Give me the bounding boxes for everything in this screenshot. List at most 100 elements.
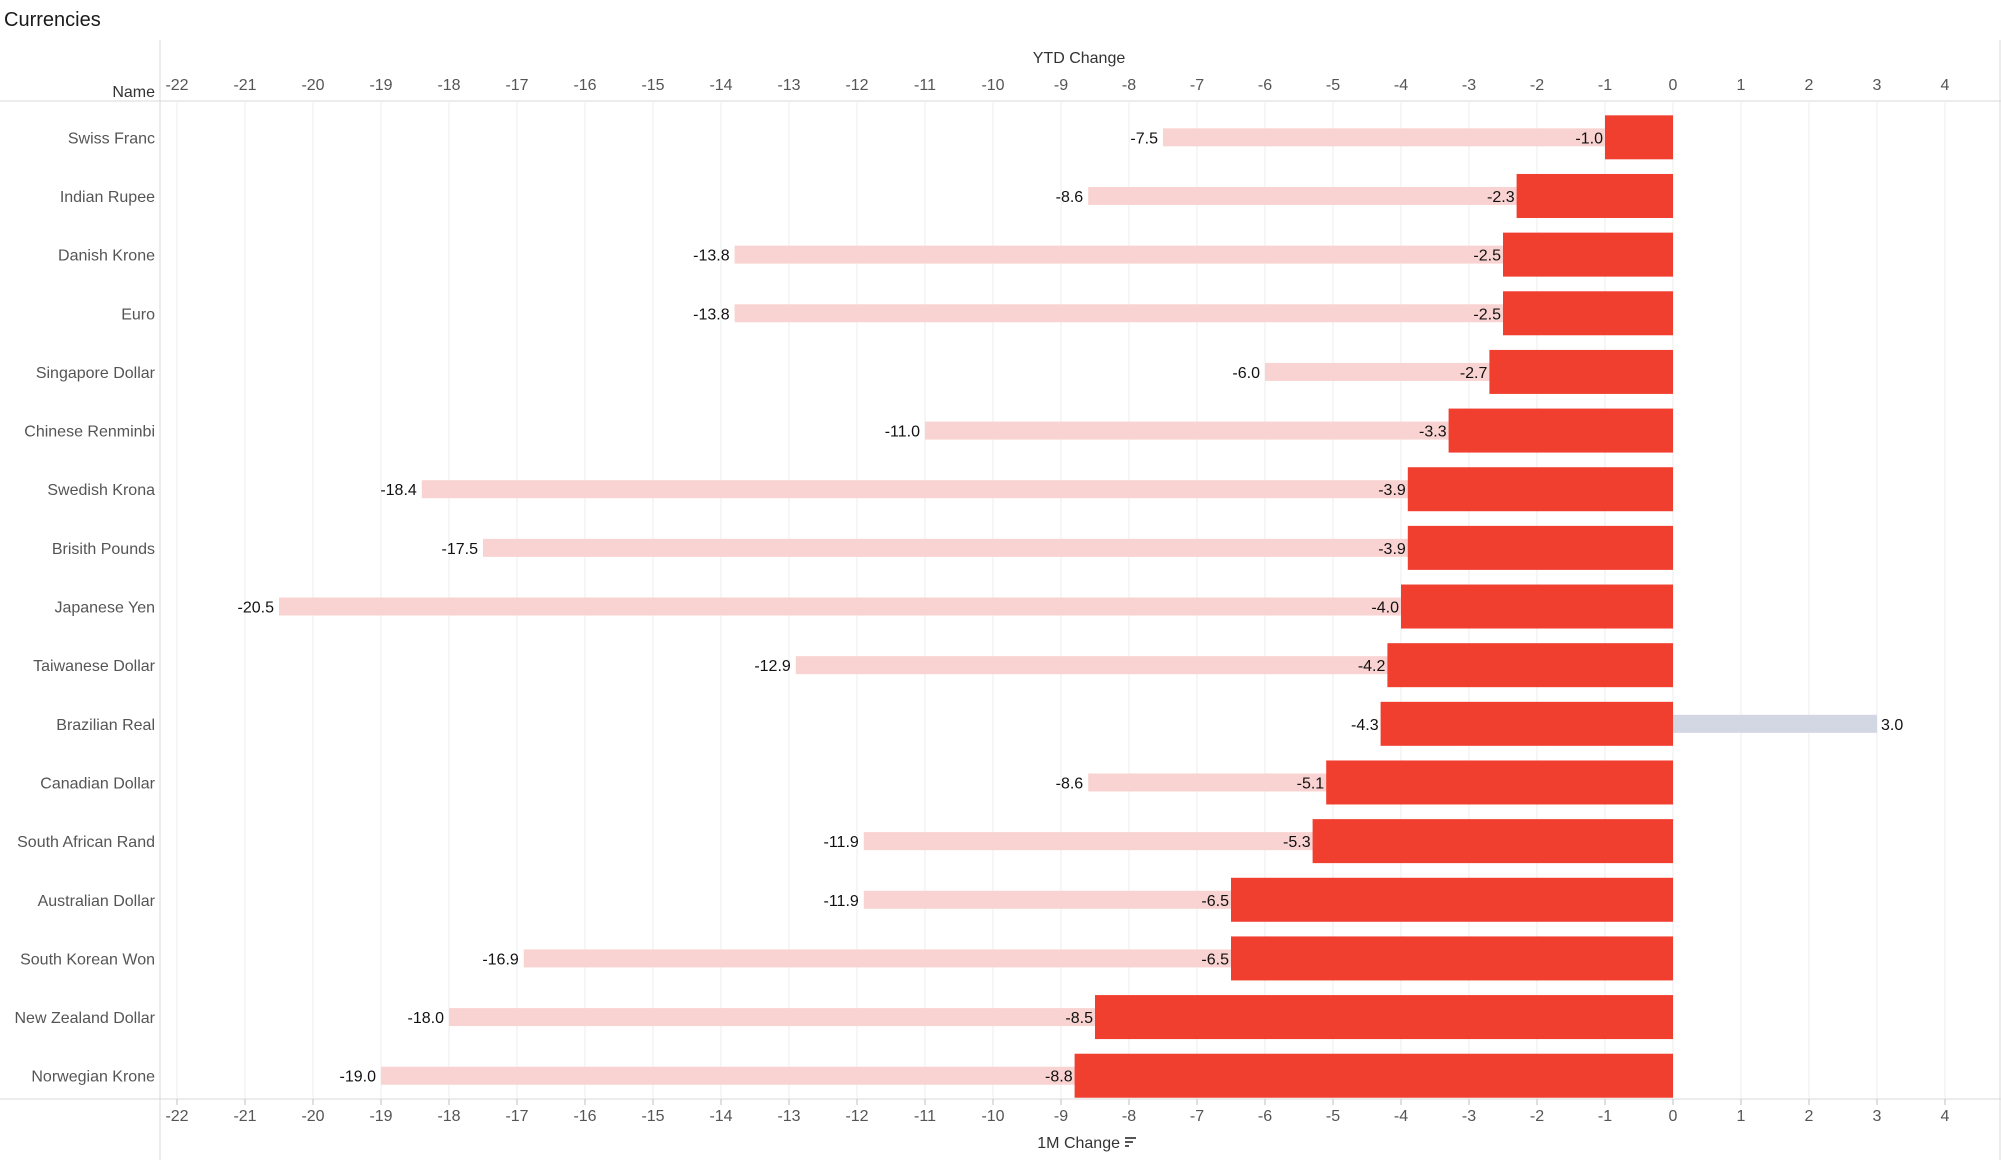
top-tick-label: -1 (1598, 77, 1612, 94)
top-tick-label: 4 (1941, 77, 1950, 94)
one-month-change-bar[interactable] (1312, 819, 1673, 864)
row-header-name[interactable]: Name (112, 84, 155, 101)
top-tick-label: -4 (1394, 77, 1408, 94)
ytd-change-bar[interactable] (734, 245, 1673, 264)
chart-row[interactable]: Indian Rupee -8.6 -2.3 (60, 173, 1673, 218)
one-month-change-bar[interactable] (1231, 877, 1673, 922)
bottom-axis-title-group[interactable]: 1M Change (1037, 1135, 1136, 1152)
bottom-tick-label: -5 (1326, 1108, 1340, 1125)
one-month-change-bar[interactable] (1074, 1053, 1673, 1098)
top-tick-label: -3 (1462, 77, 1476, 94)
bottom-tick-label: -16 (573, 1108, 596, 1125)
chart-row[interactable]: Brazilian Real 3.0 -4.3 (56, 701, 1903, 746)
row-label: New Zealand Dollar (14, 1010, 155, 1027)
one-month-change-bar[interactable] (1231, 936, 1673, 981)
one-month-change-bar[interactable] (1516, 173, 1673, 218)
ytd-change-bar[interactable] (421, 480, 1673, 499)
row-label: Brisith Pounds (52, 541, 155, 558)
ytd-value-label: -17.5 (442, 541, 479, 558)
ytd-change-bar[interactable] (734, 304, 1673, 323)
bottom-axis-title: 1M Change (1037, 1135, 1120, 1152)
bottom-tick-label: -6 (1258, 1108, 1272, 1125)
bottom-tick-label: -7 (1190, 1108, 1204, 1125)
ytd-value-label: -11.0 (885, 424, 920, 441)
row-label: Danish Krone (58, 248, 155, 265)
bottom-tick-label: -9 (1054, 1108, 1068, 1125)
one-month-value-label: -3.9 (1378, 482, 1406, 499)
bottom-tick-label: 4 (1941, 1108, 1950, 1125)
ytd-value-label: -19.0 (340, 1069, 377, 1086)
one-month-change-bar[interactable] (1401, 584, 1673, 629)
ytd-value-label: -12.9 (754, 658, 791, 675)
top-tick-label: 3 (1873, 77, 1882, 94)
one-month-value-label: -2.7 (1460, 365, 1488, 382)
bottom-tick-label: -12 (845, 1108, 868, 1125)
ytd-value-label: -13.8 (693, 306, 730, 323)
one-month-change-bar[interactable] (1387, 643, 1673, 688)
ytd-change-bar[interactable] (1673, 714, 1877, 733)
row-label: South Korean Won (20, 951, 155, 968)
ytd-change-bar[interactable] (279, 597, 1673, 616)
ytd-value-label: -11.9 (824, 834, 859, 851)
bottom-tick-label: -19 (369, 1108, 392, 1125)
row-label: Indian Rupee (60, 189, 155, 206)
bottom-tick-label: 3 (1873, 1108, 1882, 1125)
top-tick-label: -14 (709, 77, 732, 94)
ytd-change-bar[interactable] (1163, 128, 1673, 147)
one-month-change-bar[interactable] (1503, 291, 1673, 336)
chart-row[interactable]: Swiss Franc -7.5 -1.0 (68, 115, 1673, 160)
one-month-value-label: -8.8 (1045, 1069, 1073, 1086)
ytd-value-label: -6.0 (1232, 365, 1260, 382)
chart-row[interactable]: Singapore Dollar -6.0 -2.7 (36, 349, 1673, 394)
top-tick-label: -11 (914, 77, 936, 94)
top-tick-label: 2 (1805, 77, 1814, 94)
chart-row[interactable]: Chinese Renminbi -11.0 -3.3 (24, 408, 1673, 453)
ytd-value-label: -13.8 (693, 248, 730, 265)
one-month-change-bar[interactable] (1407, 467, 1673, 512)
top-tick-label: -20 (301, 77, 324, 94)
ytd-value-label: -8.6 (1056, 775, 1084, 792)
row-label: South African Rand (17, 834, 155, 851)
chart-row[interactable]: Brisith Pounds -17.5 -3.9 (52, 525, 1673, 570)
chart-row[interactable]: Euro -13.8 -2.5 (121, 291, 1673, 336)
one-month-change-bar[interactable] (1380, 701, 1673, 746)
bottom-tick-label: -11 (914, 1108, 936, 1125)
top-tick-label: 1 (1737, 77, 1746, 94)
chart-row[interactable]: New Zealand Dollar -18.0 -8.5 (14, 995, 1673, 1040)
one-month-change-bar[interactable] (1489, 349, 1673, 394)
ytd-value-label: -16.9 (482, 951, 519, 968)
one-month-value-label: -4.2 (1358, 658, 1386, 675)
top-tick-label: -6 (1258, 77, 1272, 94)
bottom-tick-label: -14 (709, 1108, 732, 1125)
one-month-change-bar[interactable] (1326, 760, 1673, 805)
bottom-tick-label: 1 (1737, 1108, 1746, 1125)
chart-row[interactable]: Norwegian Krone -19.0 -8.8 (31, 1053, 1673, 1098)
chart-row[interactable]: Swedish Krona -18.4 -3.9 (47, 467, 1673, 512)
one-month-change-bar[interactable] (1503, 232, 1673, 277)
chart-row[interactable]: South African Rand -11.9 -5.3 (17, 819, 1673, 864)
ytd-value-label: -18.4 (380, 482, 417, 499)
bottom-tick-label: -3 (1462, 1108, 1476, 1125)
top-axis-title[interactable]: YTD Change (1033, 50, 1126, 67)
one-month-change-bar[interactable] (1407, 525, 1673, 570)
sort-descending-icon[interactable] (1125, 1137, 1136, 1147)
top-tick-label: -10 (981, 77, 1004, 94)
row-label: Japanese Yen (54, 600, 155, 617)
top-tick-label: -7 (1190, 77, 1204, 94)
one-month-change-bar[interactable] (1448, 408, 1673, 453)
bottom-tick-label: -20 (301, 1108, 324, 1125)
chart-row[interactable]: Australian Dollar -11.9 -6.5 (38, 877, 1673, 922)
bottom-tick-label: -17 (505, 1108, 528, 1125)
chart-row[interactable]: South Korean Won -16.9 -6.5 (20, 936, 1673, 981)
bottom-tick-label: -1 (1598, 1108, 1612, 1125)
top-tick-label: -5 (1326, 77, 1340, 94)
ytd-change-bar[interactable] (483, 538, 1673, 557)
one-month-change-bar[interactable] (1605, 115, 1673, 160)
one-month-value-label: -2.5 (1473, 306, 1501, 323)
one-month-change-bar[interactable] (1095, 995, 1673, 1040)
chart-row[interactable]: Japanese Yen -20.5 -4.0 (54, 584, 1673, 629)
chart-row[interactable]: Danish Krone -13.8 -2.5 (58, 232, 1673, 277)
chart-row[interactable]: Canadian Dollar -8.6 -5.1 (40, 760, 1673, 805)
chart-row[interactable]: Taiwanese Dollar -12.9 -4.2 (33, 643, 1673, 688)
